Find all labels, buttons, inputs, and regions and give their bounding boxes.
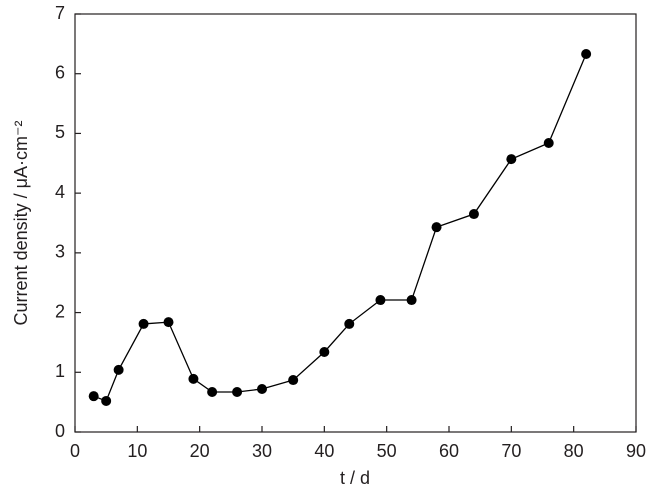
y-tick-label: 6 [55,62,65,82]
data-point [232,386,243,397]
x-tick-label: 70 [501,441,521,461]
x-tick-label: 50 [377,441,397,461]
data-line [93,53,587,402]
data-point [188,373,199,384]
x-tick-label: 40 [314,441,334,461]
y-tick-label: 2 [55,301,65,321]
plot-frame [74,13,637,433]
x-tick-label: 30 [252,441,272,461]
x-tick-label: 20 [190,441,210,461]
data-point [581,49,592,60]
y-tick-label: 5 [55,122,65,142]
data-point [375,295,386,306]
data-point [406,295,417,306]
data-point [431,222,442,233]
data-point [113,364,124,375]
x-tick-label: 80 [564,441,584,461]
y-tick-label: 1 [55,361,65,381]
data-point [207,386,218,397]
data-point [257,384,267,395]
data-point [101,395,112,406]
x-tick-label: 10 [127,441,147,461]
x-tick-label: 60 [439,441,459,461]
data-point [543,137,554,148]
x-axis-label: t / d [340,468,370,488]
x-tick-label: 90 [626,441,646,461]
data-point [344,318,355,329]
data-point [138,318,149,329]
data-point [506,154,517,165]
data-point [288,375,299,386]
y-tick-label: 3 [55,242,65,262]
data-point [163,317,174,328]
y-tick-label: 4 [55,182,65,202]
data-point [88,391,99,402]
y-tick-label: 0 [55,421,65,441]
y-axis-label: Current density / μA·cm⁻² [11,121,31,326]
x-tick-label: 0 [70,441,80,461]
data-point [468,209,479,220]
y-tick-label: 7 [55,3,65,23]
data-point [319,346,330,357]
